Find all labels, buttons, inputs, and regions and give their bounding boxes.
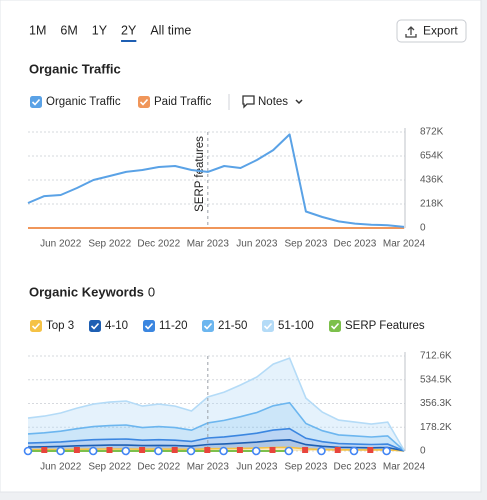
legend-label[interactable]: 51-100 (278, 320, 314, 332)
x-tick-label: Sep 2023 (284, 462, 327, 473)
serp-flag-icon (334, 447, 341, 453)
serp-flag-icon (139, 447, 146, 453)
serp-google-icon (121, 446, 131, 456)
x-tick-label: Mar 2023 (187, 462, 230, 473)
chart-title: Organic Traffic (29, 61, 121, 76)
legend-checkbox (138, 96, 150, 108)
serp-flag-icon (236, 447, 243, 453)
serp-flag-icon (269, 447, 276, 453)
area-fill (28, 428, 404, 451)
legend-label[interactable]: Top 3 (46, 320, 74, 332)
serp-flag-icon (171, 447, 178, 453)
export-label: Export (423, 24, 458, 38)
period-button[interactable]: 2Y (121, 23, 137, 37)
legend-label[interactable]: Organic Traffic (46, 96, 121, 108)
area-edge (27, 438, 405, 452)
x-tick-label: Dec 2023 (334, 239, 377, 250)
legend-checkbox-check (90, 322, 100, 330)
serp-google-icon (23, 446, 33, 456)
y-tick-label: 0 (420, 223, 426, 234)
serp-flag-icon (302, 447, 309, 453)
legend-checkbox (143, 320, 155, 332)
serp-google-icon (88, 446, 98, 456)
x-tick-label: Dec 2023 (334, 462, 377, 473)
x-tick-label: Sep 2022 (88, 239, 131, 250)
serp-google-icon (382, 446, 391, 456)
y-tick-label: 712.6K (420, 351, 452, 362)
serp-google-icon (349, 446, 359, 456)
period-button[interactable]: 1Y (92, 23, 108, 37)
export-icon (405, 26, 417, 38)
x-tick-label: Dec 2022 (137, 462, 180, 473)
x-tick-label: Mar 2023 (187, 239, 230, 250)
card (0, 0, 482, 493)
legend-checkbox-check (144, 322, 154, 330)
chart-title: Organic Keywords (29, 284, 144, 299)
series-line (27, 133, 405, 228)
x-tick-label: Jun 2023 (236, 239, 278, 250)
y-tick-label: 872K (420, 127, 444, 138)
x-tick-label: Mar 2024 (383, 462, 426, 473)
serp-google-icon (284, 446, 294, 456)
serp-google-icon (154, 446, 163, 456)
y-tick-label: 356.3K (420, 398, 452, 409)
serp-flag-icon (204, 447, 211, 453)
legend-label[interactable]: Paid Traffic (154, 96, 212, 108)
legend-checkbox-check (330, 322, 340, 330)
area-edge (27, 427, 405, 452)
keyword-count: 0 (148, 284, 155, 299)
period-underline (121, 40, 137, 42)
period-button[interactable]: All time (150, 23, 191, 37)
legend-checkbox (30, 320, 42, 332)
legend-checkbox-check (203, 322, 213, 330)
y-tick-label: 534.5K (420, 374, 452, 385)
legend-label[interactable]: SERP Features (345, 320, 425, 332)
y-tick-label: 436K (420, 175, 444, 186)
y-tick-label: 218K (420, 199, 444, 210)
serp-google-icon (219, 446, 228, 456)
legend-checkbox (89, 320, 101, 332)
serp-flag-icon (106, 447, 113, 453)
serp-google-icon (251, 446, 261, 456)
serp-google-icon (56, 446, 65, 456)
serp-google-icon (186, 446, 196, 456)
x-tick-label: Dec 2022 (137, 239, 180, 250)
x-tick-label: Jun 2023 (236, 462, 278, 473)
legend-label[interactable]: 4-10 (105, 320, 128, 332)
legend-checkbox-check (31, 98, 41, 106)
x-tick-label: Mar 2024 (383, 239, 426, 250)
area-edge (27, 357, 405, 451)
y-tick-label: 654K (420, 151, 444, 162)
serp-flag-icon (41, 447, 48, 453)
y-tick-label: 0 (420, 446, 426, 457)
serp-google-icon (317, 446, 326, 456)
legend-checkbox-check (139, 98, 149, 106)
legend-checkbox (30, 96, 42, 108)
legend-label[interactable]: 11-20 (159, 320, 188, 332)
serp-flag-icon (73, 447, 80, 453)
area-edge (27, 401, 405, 452)
annotation-label: SERP features (194, 136, 206, 212)
notes-chevron (295, 99, 303, 105)
area-fill (28, 358, 404, 451)
legend-checkbox (202, 320, 214, 332)
legend-checkbox (262, 320, 274, 332)
notes-button[interactable]: Notes (258, 96, 288, 108)
serp-flag-icon (367, 447, 374, 453)
legend-checkbox (329, 320, 341, 332)
period-button[interactable]: 6M (60, 23, 77, 37)
notes-icon (242, 95, 255, 109)
legend-checkbox-check (31, 322, 41, 330)
legend-checkbox-check (263, 322, 273, 330)
period-button[interactable]: 1M (29, 23, 46, 37)
y-tick-label: 178.2K (420, 422, 452, 433)
legend-label[interactable]: 21-50 (218, 320, 247, 332)
x-tick-label: Sep 2023 (284, 239, 327, 250)
x-tick-label: Jun 2022 (40, 462, 82, 473)
x-tick-label: Jun 2022 (40, 239, 82, 250)
x-tick-label: Sep 2022 (88, 462, 131, 473)
